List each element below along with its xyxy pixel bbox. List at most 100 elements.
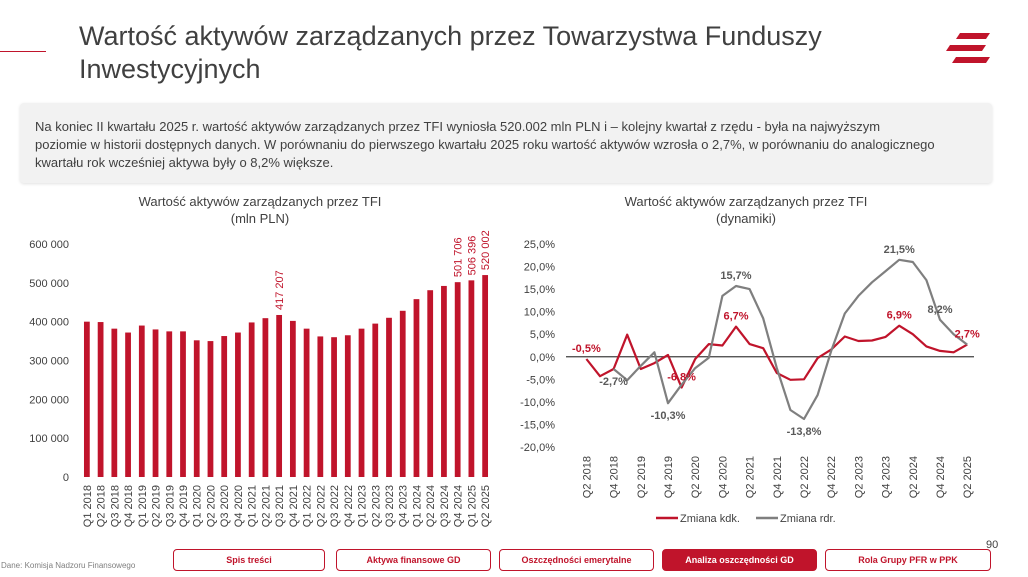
bar (180, 331, 186, 477)
page-number: 90 (986, 539, 999, 551)
bar (454, 282, 461, 477)
bar (125, 332, 131, 477)
bar-y-tick-label: 500 000 (29, 278, 69, 290)
bar (111, 328, 118, 477)
bar-y-tick-label: 100 000 (29, 433, 69, 445)
line-chart-title: Wartość aktywów zarządzanych przez TFI (625, 194, 868, 209)
line-x-tick-label: Q2 2025 (962, 456, 974, 498)
bar-x-tick-label: Q4 2024 (453, 485, 465, 527)
nav-button-spis-tresci[interactable]: Spis treści (173, 549, 325, 571)
bar-x-tick-label: Q4 2022 (343, 485, 355, 527)
line-y-tick-label: 0,0% (530, 352, 555, 364)
bar (166, 331, 173, 477)
series-line-zmiana-rdr (612, 258, 968, 421)
legend-label: Zmiana rdr. (780, 513, 836, 525)
bottom-navigation: Spis treści Aktywa finansowe GD Oszczędn… (173, 549, 991, 573)
line-x-tick-label: Q2 2022 (799, 456, 811, 498)
bar-y-tick-label: 600 000 (29, 239, 69, 251)
line-chart-subtitle: (dynamiki) (716, 211, 776, 226)
nav-button-aktywa-finansowe[interactable]: Aktywa finansowe GD (336, 549, 491, 571)
line-y-tick-label: 15,0% (524, 284, 555, 296)
line-data-label: -0,5% (572, 343, 601, 355)
line-data-label: -6,8% (667, 371, 696, 383)
bar-x-tick-label: Q1 2019 (137, 485, 149, 527)
bar (441, 285, 447, 477)
line-y-tick-label: -10,0% (520, 397, 555, 409)
bar-x-tick-label: Q2 2022 (315, 485, 327, 527)
nav-button-analiza-oszczednosci[interactable]: Analiza oszczędności GD (662, 549, 817, 571)
bar (331, 337, 337, 477)
line-data-label: 8,2% (927, 304, 952, 316)
bar-x-tick-label: Q3 2019 (164, 485, 176, 527)
nav-button-rola-grupy-pfr[interactable]: Rola Grupy PFR w PPK (825, 549, 991, 571)
line-data-label: -13,8% (787, 426, 822, 438)
bar (152, 329, 159, 477)
summary-box: Na koniec II kwartału 2025 r. wartość ak… (20, 103, 992, 183)
bar-x-tick-label: Q1 2022 (302, 485, 314, 527)
line-data-label: 15,7% (720, 270, 751, 282)
bar-x-tick-label: Q3 2021 (274, 485, 286, 527)
bar (482, 275, 489, 477)
bar (427, 290, 434, 477)
line-chart-svg: Wartość aktywów zarządzanych przez TFI (… (520, 194, 980, 525)
line-x-tick-label: Q2 2020 (690, 456, 702, 498)
bar (193, 340, 200, 477)
bar-x-tick-label: Q4 2021 (288, 485, 300, 527)
line-data-label: 21,5% (884, 244, 915, 256)
bar (413, 299, 420, 477)
line-data-label: -2,7% (599, 376, 628, 388)
pfr-logo-icon (946, 33, 990, 63)
line-y-tick-label: 5,0% (530, 329, 555, 341)
bar (138, 325, 145, 477)
line-x-tick-label: Q4 2024 (935, 456, 947, 498)
bar (97, 322, 104, 477)
line-y-tick-label: -5,0% (526, 374, 555, 386)
bar-x-tick-label: Q1 2023 (357, 485, 369, 527)
line-y-tick-label: 25,0% (524, 239, 555, 251)
line-data-label: 6,7% (723, 311, 748, 323)
bar (235, 332, 241, 477)
bar-data-label: 506 396 (466, 236, 478, 276)
line-y-tick-label: -15,0% (520, 419, 555, 431)
bar (358, 328, 365, 477)
bar-x-tick-label: Q1 2021 (247, 485, 259, 527)
bar-x-tick-label: Q1 2020 (192, 485, 204, 527)
bar-x-tick-label: Q2 2023 (370, 485, 382, 527)
line-y-tick-label: 20,0% (524, 262, 555, 274)
bar-chart-svg: Wartość aktywów zarządzanych przez TFI (… (29, 194, 492, 527)
bar-x-tick-label: Q3 2022 (329, 485, 341, 527)
line-y-tick-label: 10,0% (524, 307, 555, 319)
bar-x-tick-label: Q2 2018 (96, 485, 108, 527)
line-x-tick-label: Q4 2021 (772, 456, 784, 498)
data-source: Dane: Komisja Nadzoru Finansowego (1, 561, 136, 570)
bar (303, 328, 310, 477)
summary-text: Na koniec II kwartału 2025 r. wartość ak… (35, 119, 935, 170)
bar-y-tick-label: 0 (63, 472, 69, 484)
bar (262, 318, 269, 477)
bar-x-tick-label: Q1 2018 (82, 485, 94, 527)
bar-x-tick-label: Q3 2020 (219, 485, 231, 527)
line-data-label: 6,9% (887, 310, 912, 322)
bar (386, 317, 392, 477)
bar-y-tick-label: 400 000 (29, 317, 69, 329)
legend-label: Zmiana kdk. (680, 513, 740, 525)
bar-y-tick-label: 300 000 (29, 356, 69, 368)
line-x-tick-label: Q2 2021 (745, 456, 757, 498)
bar (221, 336, 228, 477)
bar (468, 280, 475, 477)
bar-x-tick-label: Q2 2021 (260, 485, 272, 527)
bar-x-tick-label: Q3 2018 (109, 485, 121, 527)
line-chart: Wartość aktywów zarządzanych przez TFI (… (510, 190, 1000, 535)
bar-data-label: 501 706 (453, 237, 465, 277)
series-line-zmiana-kdk (585, 324, 968, 389)
bar-chart-subtitle: (mln PLN) (231, 211, 290, 226)
bar-chart-title: Wartość aktywów zarządzanych przez TFI (139, 194, 382, 209)
nav-button-oszczednosci-emerytalne[interactable]: Oszczędności emerytalne (499, 549, 654, 571)
bar (399, 310, 406, 477)
bar-x-tick-label: Q2 2019 (151, 485, 163, 527)
bar-x-tick-label: Q1 2024 (411, 485, 423, 527)
bar (317, 336, 324, 477)
line-x-tick-label: Q4 2020 (717, 456, 729, 498)
line-data-label: -10,3% (651, 410, 686, 422)
line-x-tick-label: Q2 2023 (853, 456, 865, 498)
